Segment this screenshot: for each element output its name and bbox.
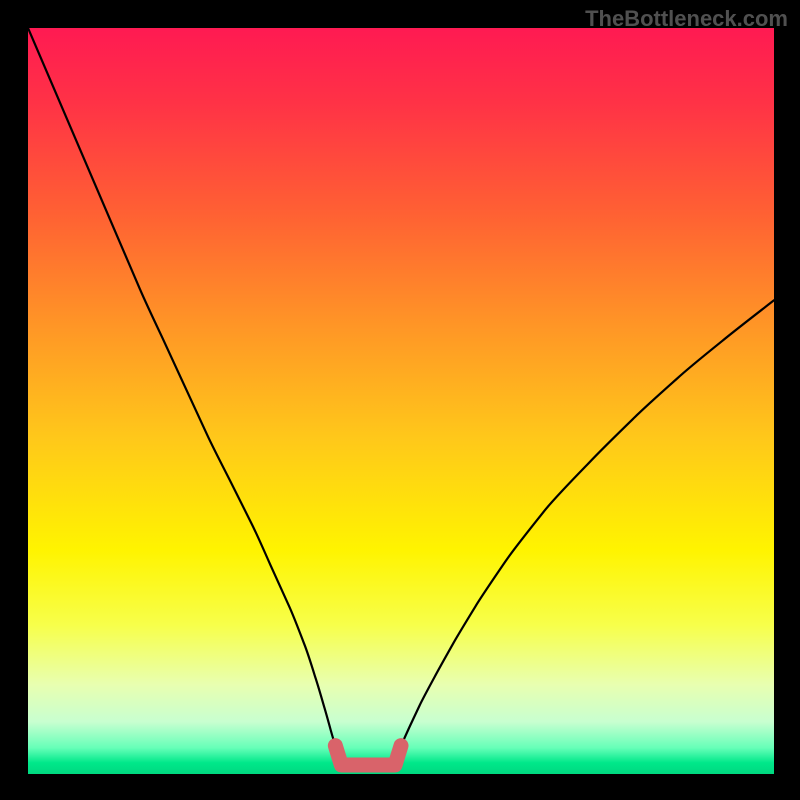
chart-svg (28, 28, 774, 774)
plot-area (28, 28, 774, 774)
watermark-text: TheBottleneck.com (585, 6, 788, 32)
chart-container: TheBottleneck.com (0, 0, 800, 800)
gradient-background (28, 28, 774, 774)
